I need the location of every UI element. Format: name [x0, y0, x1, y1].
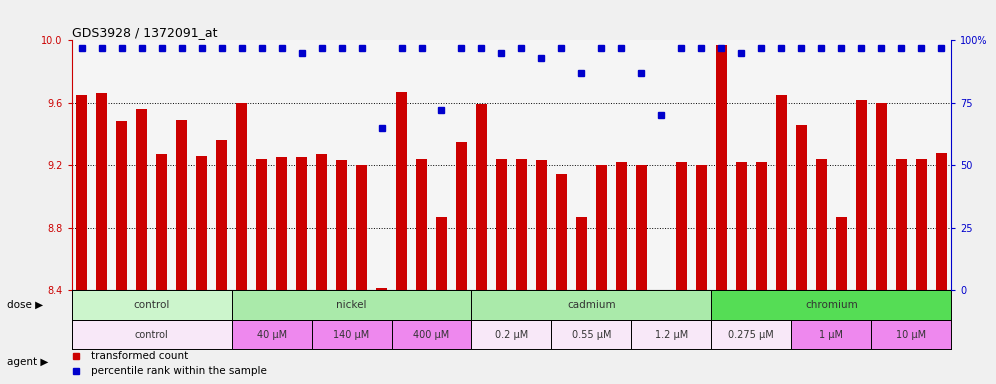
Bar — [471, 319, 552, 349]
Text: control: control — [134, 329, 168, 339]
Bar — [316, 154, 327, 290]
Bar — [232, 290, 471, 319]
Bar — [496, 159, 507, 290]
Bar — [232, 319, 312, 349]
Bar — [97, 93, 108, 290]
Bar — [476, 104, 487, 290]
Text: 1 μM: 1 μM — [820, 329, 844, 339]
Bar — [655, 290, 667, 329]
Text: GDS3928 / 1372091_at: GDS3928 / 1372091_at — [72, 26, 217, 39]
Bar — [872, 319, 951, 349]
Bar — [935, 153, 946, 290]
Text: transformed count: transformed count — [91, 351, 188, 361]
Bar — [236, 103, 247, 290]
Text: 40 μM: 40 μM — [257, 329, 287, 339]
Bar — [856, 99, 867, 290]
Bar — [156, 154, 167, 290]
Bar — [296, 157, 307, 290]
Bar — [696, 165, 707, 290]
Bar — [756, 162, 767, 290]
Bar — [376, 288, 387, 290]
Text: 1.2 μM: 1.2 μM — [654, 329, 688, 339]
Bar — [791, 319, 872, 349]
Bar — [816, 159, 827, 290]
Bar — [796, 124, 807, 290]
Text: 0.2 μM: 0.2 μM — [495, 329, 528, 339]
Bar — [875, 103, 886, 290]
Bar — [616, 162, 626, 290]
Bar — [216, 140, 227, 290]
Bar — [895, 159, 906, 290]
Bar — [776, 95, 787, 290]
Bar — [716, 45, 727, 290]
Bar — [516, 159, 527, 290]
Bar — [635, 165, 646, 290]
Bar — [136, 109, 147, 290]
Bar — [536, 161, 547, 290]
Bar — [676, 162, 687, 290]
Bar — [256, 159, 267, 290]
Bar — [436, 217, 447, 290]
Bar — [391, 319, 471, 349]
Text: 0.275 μM: 0.275 μM — [728, 329, 774, 339]
Bar — [836, 217, 847, 290]
Bar — [72, 319, 232, 349]
Bar — [117, 121, 127, 290]
Text: chromium: chromium — [805, 300, 858, 310]
Bar — [336, 161, 347, 290]
Text: 10 μM: 10 μM — [896, 329, 926, 339]
Text: 0.55 μM: 0.55 μM — [572, 329, 612, 339]
Bar — [556, 174, 567, 290]
Bar — [471, 290, 711, 319]
Bar — [77, 95, 88, 290]
Bar — [276, 157, 287, 290]
Bar — [736, 162, 747, 290]
Bar — [356, 165, 368, 290]
Bar — [596, 165, 607, 290]
Text: nickel: nickel — [337, 300, 367, 310]
Text: cadmium: cadmium — [567, 300, 616, 310]
Bar — [456, 142, 467, 290]
Bar — [576, 217, 587, 290]
Bar — [915, 159, 926, 290]
Text: control: control — [133, 300, 170, 310]
Bar — [711, 319, 791, 349]
Bar — [72, 290, 232, 319]
Bar — [196, 156, 207, 290]
Bar — [631, 319, 711, 349]
Text: 400 μM: 400 μM — [413, 329, 449, 339]
Bar — [552, 319, 631, 349]
Text: agent ▶: agent ▶ — [7, 357, 49, 367]
Bar — [711, 290, 951, 319]
Bar — [396, 92, 407, 290]
Text: dose ▶: dose ▶ — [7, 300, 43, 310]
Bar — [416, 159, 427, 290]
Bar — [176, 120, 187, 290]
Bar — [312, 319, 391, 349]
Text: 140 μM: 140 μM — [334, 329, 370, 339]
Text: percentile rank within the sample: percentile rank within the sample — [91, 366, 267, 376]
